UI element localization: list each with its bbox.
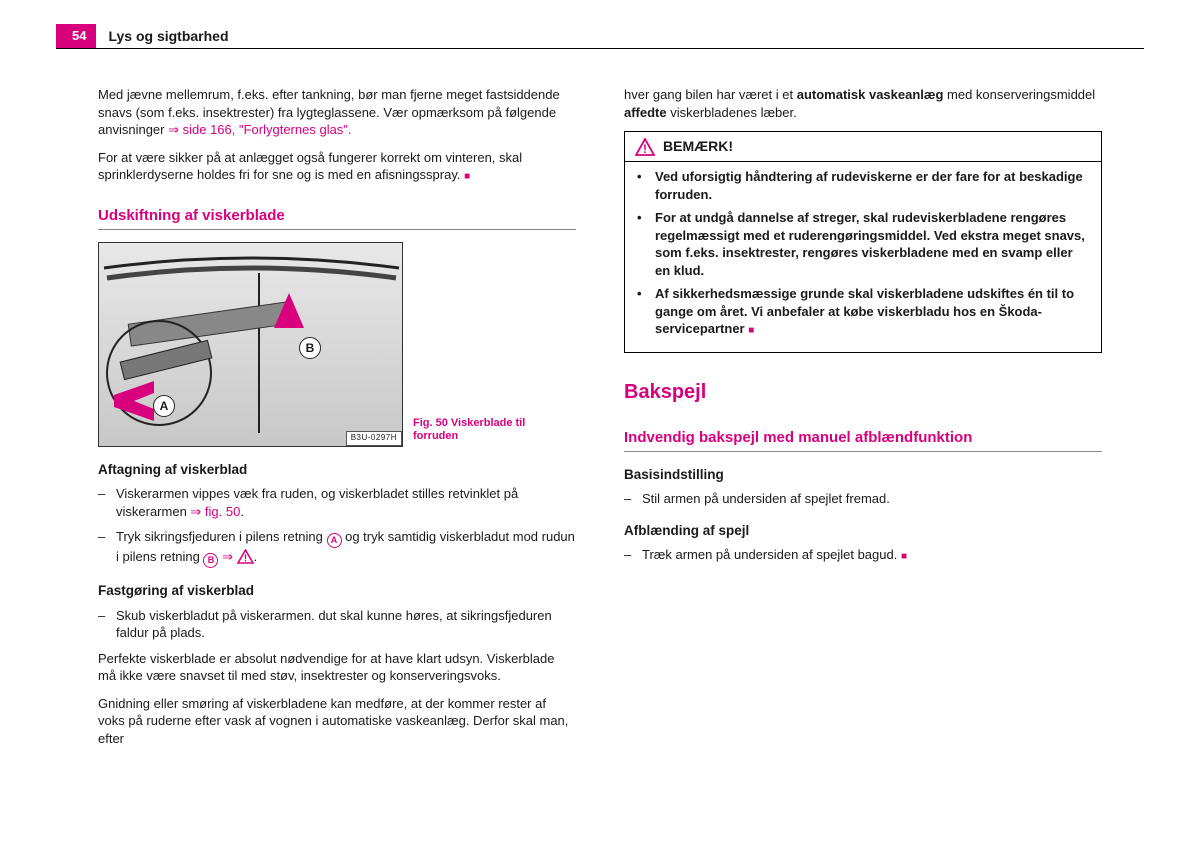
paragraph-continuation: hver gang bilen har været i et automatis… <box>624 86 1102 121</box>
warning-box: ! BEMÆRK! •Ved uforsigtig håndtering af … <box>624 131 1102 353</box>
figure-label-a: A <box>153 395 175 417</box>
content-columns: Med jævne mellemrum, f.eks. efter tankni… <box>98 86 1102 757</box>
column-left: Med jævne mellemrum, f.eks. efter tankni… <box>98 86 576 757</box>
figure-code: B3U-0297H <box>346 431 402 446</box>
svg-text:!: ! <box>643 142 647 156</box>
list-item: •Ved uforsigtig håndtering af rudevisker… <box>637 168 1089 203</box>
paragraph-perfect-blades: Perfekte viskerblade er absolut nødvendi… <box>98 650 576 685</box>
attach-steps-list: – Skub viskerbladut på viskerarmen. dut … <box>98 607 576 642</box>
wiper-diagram-svg <box>99 243 403 447</box>
warning-body: •Ved uforsigtig håndtering af rudevisker… <box>625 162 1101 352</box>
warning-title: BEMÆRK! <box>663 137 733 156</box>
end-square-icon: ■ <box>748 325 754 336</box>
section-title: Lys og sigtbarhed <box>108 27 228 48</box>
intro-paragraph-2: For at være sikker på at anlægget også f… <box>98 149 576 184</box>
remove-steps-list: – Viskerarmen vippes væk fra ruden, og v… <box>98 485 576 568</box>
heading-remove-blade: Aftagning af viskerblad <box>98 461 576 479</box>
heading-basis: Basisindstilling <box>624 466 1102 484</box>
figure-block: A B B3U-0297H Fig. 50 Viskerblade til fo… <box>98 242 576 447</box>
warning-triangle-icon: ! <box>635 138 655 156</box>
figure-label-b: B <box>299 337 321 359</box>
column-right: hver gang bilen har været i et automatis… <box>624 86 1102 757</box>
svg-text:!: ! <box>243 554 246 565</box>
heading-dimming: Afblænding af spejl <box>624 522 1102 540</box>
list-item: •Af sikkerhedsmæssige grunde skal visker… <box>637 285 1089 338</box>
list-item: – Tryk sikringsfjeduren i pilens retning… <box>98 528 576 568</box>
heading-replace-wipers: Udskiftning af viskerblade <box>98 206 576 230</box>
ref-circle-a: A <box>327 533 342 548</box>
list-item: – Skub viskerbladut på viskerarmen. dut … <box>98 607 576 642</box>
ref-circle-b: B <box>203 553 218 568</box>
end-square-icon: ■ <box>901 551 907 562</box>
dim-list: –Træk armen på undersiden af spejlet bag… <box>624 546 1102 564</box>
warning-triangle-icon: ! <box>237 549 254 564</box>
basis-list: –Stil armen på undersiden af spejlet fre… <box>624 490 1102 508</box>
list-item: – Viskerarmen vippes væk fra ruden, og v… <box>98 485 576 520</box>
figure-caption: Fig. 50 Viskerblade til forruden <box>413 417 543 447</box>
heading-inner-mirror: Indvendig bakspejl med manuel afblændfun… <box>624 428 1102 452</box>
list-item: –Træk armen på undersiden af spejlet bag… <box>624 546 1102 564</box>
paragraph-rubbing: Gnidning eller smøring af viskerbladene … <box>98 695 576 748</box>
end-square-icon: ■ <box>464 171 470 182</box>
ref-arrow: ⇒ side 166, "Forlygternes glas". <box>168 122 351 137</box>
page-header: 54 Lys og sigtbarhed <box>56 24 229 48</box>
heading-mirror: Bakspejl <box>624 379 1102 406</box>
page-number-tab: 54 <box>56 24 96 48</box>
figure-image: A B B3U-0297H <box>98 242 403 447</box>
list-item: –Stil armen på undersiden af spejlet fre… <box>624 490 1102 508</box>
list-item: •For at undgå dannelse af streger, skal … <box>637 209 1089 279</box>
warning-header: ! BEMÆRK! <box>625 132 1101 162</box>
heading-attach-blade: Fastgøring af viskerblad <box>98 582 576 600</box>
fig-ref: ⇒ fig. 50 <box>190 504 240 519</box>
intro-paragraph-1: Med jævne mellemrum, f.eks. efter tankni… <box>98 86 576 139</box>
header-rule <box>56 48 1144 49</box>
